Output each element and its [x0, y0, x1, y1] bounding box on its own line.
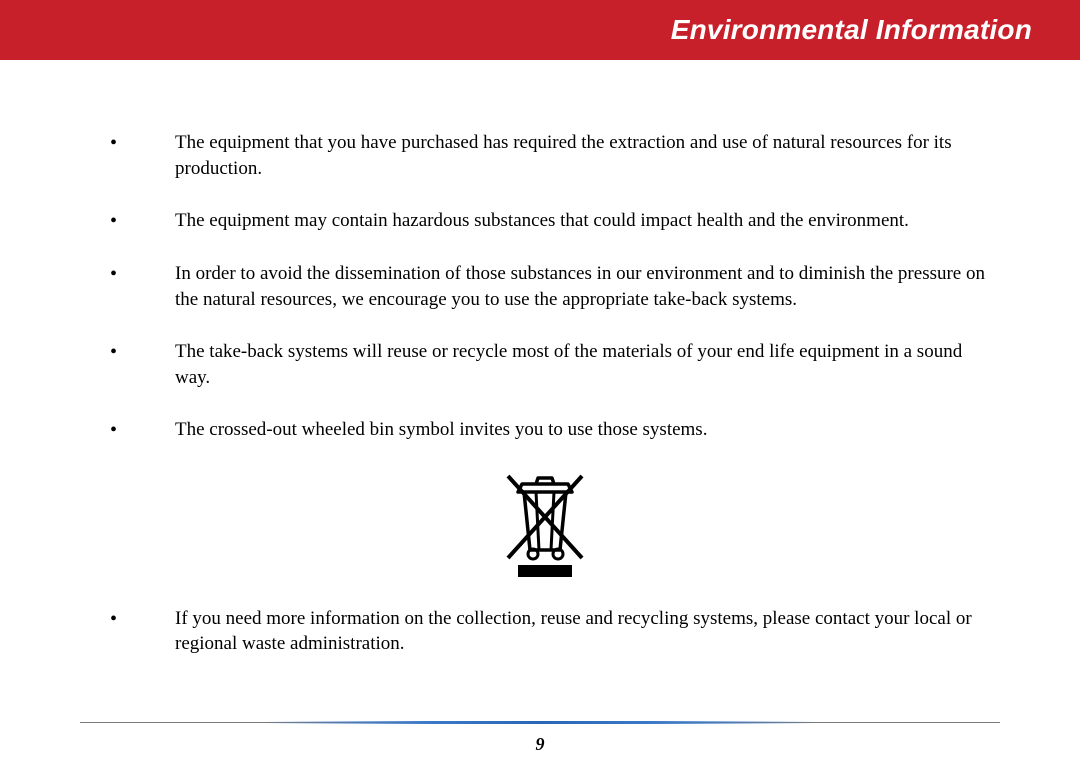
footer-rule [80, 722, 1000, 726]
bullet-text: The take-back systems will reuse or recy… [175, 341, 962, 388]
bullet-list-bottom: If you need more information on the coll… [100, 606, 990, 657]
header-title: Environmental Information [671, 14, 1032, 46]
bullet-item: The equipment that you have purchased ha… [100, 130, 990, 181]
weee-icon-block [100, 470, 990, 588]
bullet-list-top: The equipment that you have purchased ha… [100, 130, 990, 443]
bullet-text: If you need more information on the coll… [175, 608, 972, 655]
footer: 9 [0, 722, 1080, 755]
bullet-text: The crossed-out wheeled bin symbol invit… [175, 419, 707, 440]
document-page: Environmental Information The equipment … [0, 0, 1080, 771]
bullet-item: If you need more information on the coll… [100, 606, 990, 657]
bullet-text: The equipment that you have purchased ha… [175, 132, 952, 179]
bullet-text: The equipment may contain hazardous subs… [175, 210, 909, 231]
crossed-bin-icon [500, 470, 590, 580]
page-number: 9 [536, 734, 545, 754]
content-body: The equipment that you have purchased ha… [0, 60, 1080, 657]
footer-rule-accent [264, 721, 816, 724]
bullet-item: The equipment may contain hazardous subs… [100, 208, 990, 234]
bullet-item: In order to avoid the dissemination of t… [100, 261, 990, 312]
bullet-item: The take-back systems will reuse or recy… [100, 339, 990, 390]
bullet-text: In order to avoid the dissemination of t… [175, 263, 985, 310]
bullet-item: The crossed-out wheeled bin symbol invit… [100, 417, 990, 443]
header-bar: Environmental Information [0, 0, 1080, 60]
